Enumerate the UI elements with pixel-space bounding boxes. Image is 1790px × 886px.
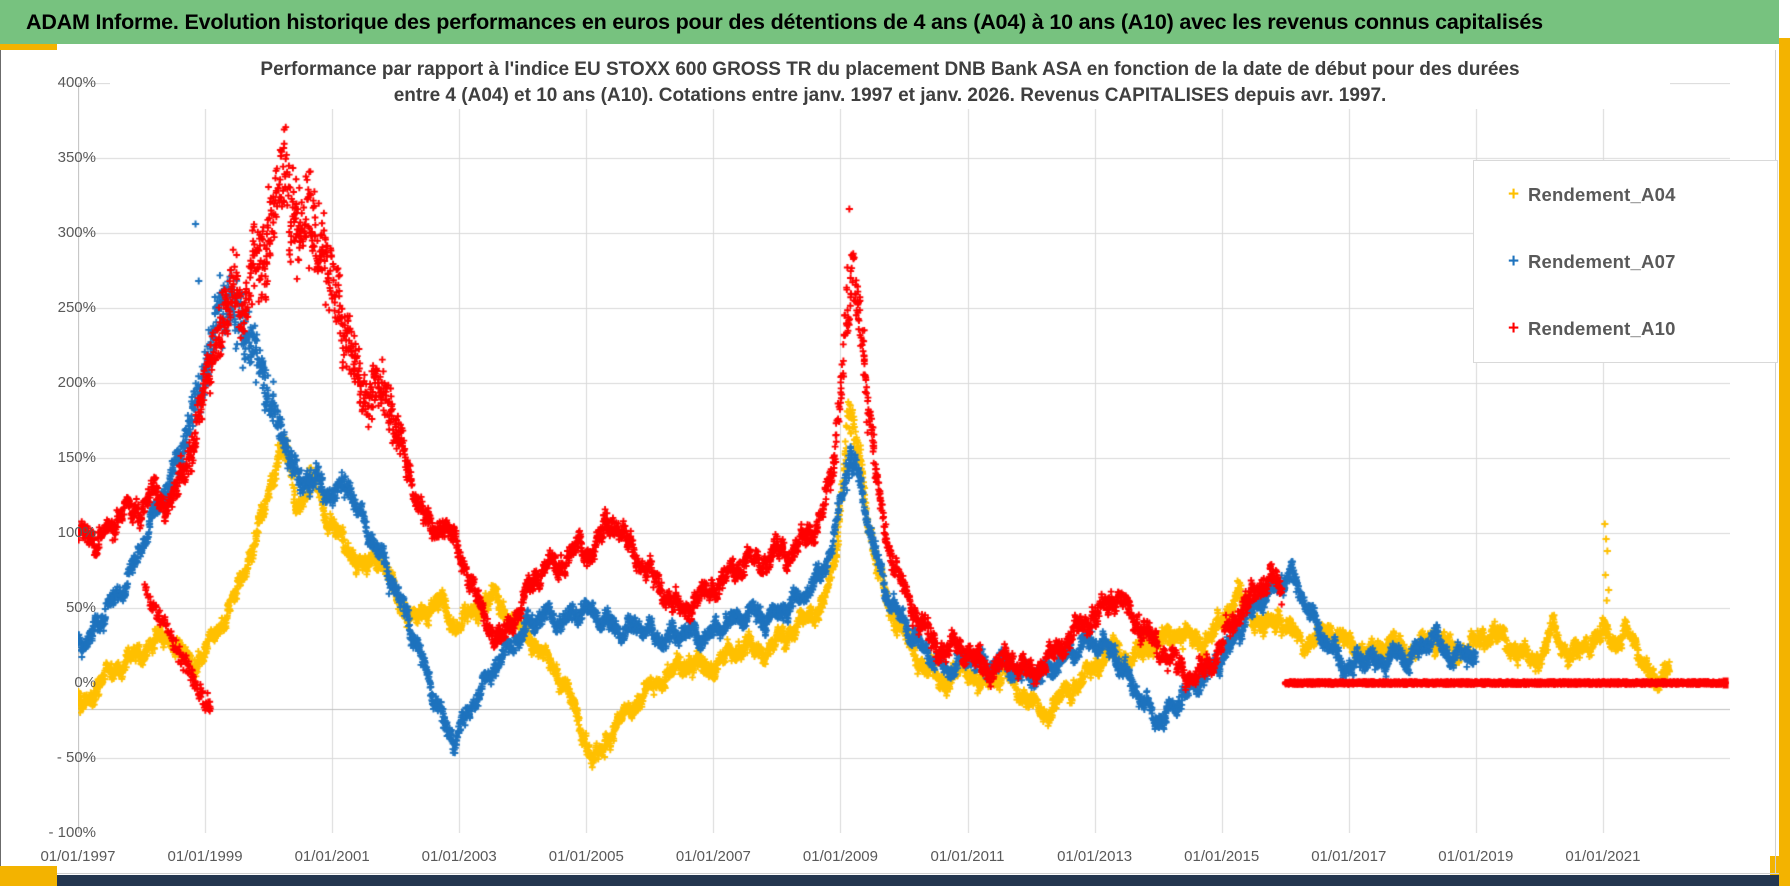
- x-axis-tick-label: 01/01/2015: [1184, 848, 1260, 865]
- y-axis-tick-label: 200%: [57, 374, 96, 391]
- y-axis-tick-label: - 100%: [48, 824, 96, 841]
- x-axis-tick-label: 01/01/2017: [1311, 848, 1387, 865]
- report-header: ADAM Informe. Evolution historique des p…: [0, 0, 1779, 44]
- chart-plot-area: [78, 83, 1730, 833]
- x-axis-tick-label: 01/01/2019: [1438, 848, 1514, 865]
- legend-label: Rendement_A07: [1528, 250, 1676, 272]
- x-axis-tick-label: 01/01/2009: [802, 848, 878, 865]
- y-axis-tick-label: 150%: [57, 449, 96, 466]
- page-left-border: [0, 50, 1, 873]
- y-axis-tick-label: - 50%: [56, 749, 96, 766]
- plus-marker-icon: +: [1508, 318, 1520, 339]
- chart-title-line2: entre 4 (A04) et 10 ans (A10). Cotations…: [393, 85, 1387, 106]
- chart-title: Performance par rapport à l'indice EU ST…: [110, 57, 1670, 109]
- plus-marker-icon: +: [1508, 251, 1520, 272]
- y-axis-tick-label: 100%: [57, 524, 96, 541]
- page-bottom-bar: [57, 875, 1779, 886]
- x-axis-tick-label: 01/01/2003: [421, 848, 497, 865]
- x-axis-tick-label: 01/01/1999: [167, 848, 243, 865]
- page-right-accent: [1779, 38, 1790, 886]
- page-bottom-left-accent: [0, 866, 57, 886]
- page-frame-right-line: [1775, 50, 1776, 873]
- chart-title-line1: Performance par rapport à l'indice EU ST…: [260, 59, 1520, 80]
- x-axis-tick-label: 01/01/2021: [1565, 848, 1641, 865]
- x-axis-tick-label: 01/01/2013: [1057, 848, 1133, 865]
- x-axis-tick-label: 01/01/2001: [294, 848, 370, 865]
- y-axis-tick-label: 400%: [57, 74, 96, 91]
- legend-item-rendement-a07: + Rendement_A07: [1474, 251, 1777, 273]
- report-header-title: ADAM Informe. Evolution historique des p…: [26, 9, 1543, 34]
- y-axis-tick-label: 0%: [74, 674, 96, 691]
- y-axis-tick-label: 300%: [57, 224, 96, 241]
- page-frame-bottom-line: [0, 873, 1779, 874]
- y-axis-tick-label: 50%: [65, 599, 96, 616]
- header-accent-left: [0, 44, 57, 50]
- chart-legend: + Rendement_A04 + Rendement_A07 + Rendem…: [1473, 160, 1778, 363]
- plus-marker-icon: +: [1508, 184, 1520, 205]
- legend-label: Rendement_A04: [1528, 183, 1676, 205]
- legend-label: Rendement_A10: [1528, 317, 1676, 339]
- y-axis-tick-label: 250%: [57, 299, 96, 316]
- y-axis-tick-label: 350%: [57, 149, 96, 166]
- legend-item-rendement-a10: + Rendement_A10: [1474, 318, 1777, 340]
- x-axis-tick-label: 01/01/2011: [930, 848, 1005, 865]
- x-axis-tick-label: 01/01/2005: [548, 848, 624, 865]
- x-axis-tick-label: 01/01/2007: [675, 848, 751, 865]
- legend-item-rendement-a04: + Rendement_A04: [1474, 184, 1777, 206]
- x-axis-tick-label: 01/01/1997: [40, 848, 116, 865]
